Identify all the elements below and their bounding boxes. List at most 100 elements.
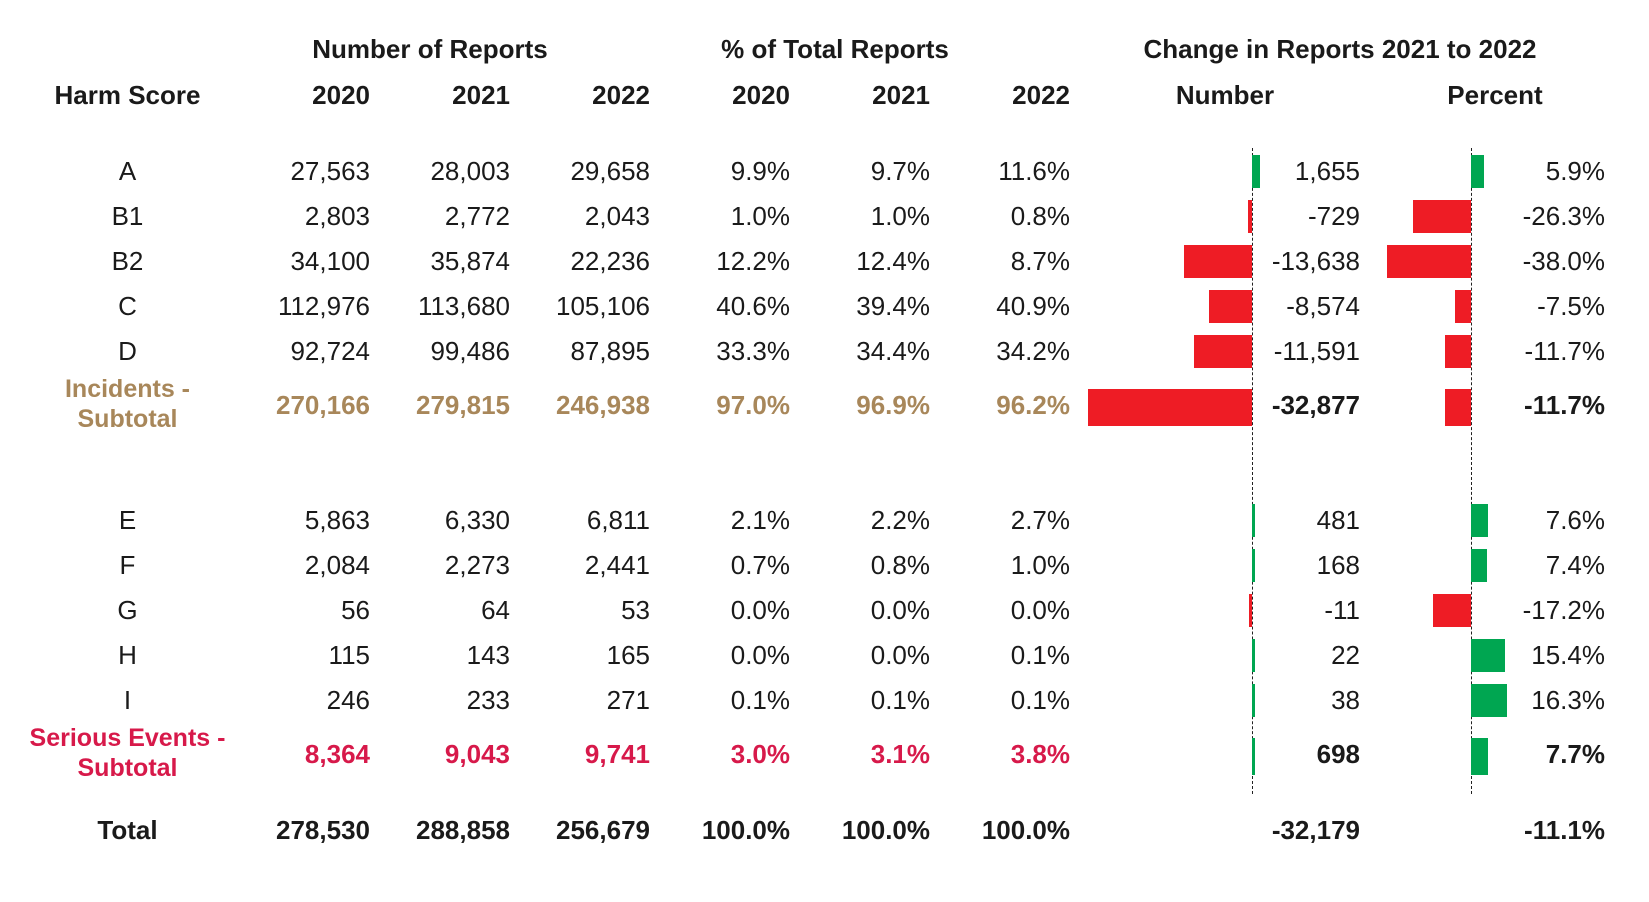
share-2020: 100.0% bbox=[701, 815, 790, 845]
change-percent-bar bbox=[1445, 389, 1471, 426]
header-change-2021-2022: Change in Reports 2021 to 2022 bbox=[1143, 34, 1537, 64]
share-2021: 39.4% bbox=[856, 291, 930, 321]
share-2021: 3.1% bbox=[870, 739, 930, 769]
change-number: 1,655 bbox=[1294, 156, 1360, 186]
share-2021: 0.0% bbox=[870, 640, 930, 670]
row-label: B2 bbox=[111, 246, 144, 276]
change-percent: -11.1% bbox=[1524, 815, 1605, 845]
change-percent: -26.3% bbox=[1522, 201, 1605, 231]
header-number-of-reports: Number of Reports bbox=[312, 34, 548, 64]
change-percent-bar bbox=[1471, 738, 1488, 775]
header-count-2021: 2021 bbox=[452, 80, 510, 110]
change-number-bar bbox=[1249, 594, 1252, 627]
change-number-bar bbox=[1252, 684, 1255, 717]
share-2021: 2.2% bbox=[870, 505, 930, 535]
change-percent-bar bbox=[1471, 504, 1488, 537]
header-count-2020: 2020 bbox=[312, 80, 370, 110]
change-percent-bar bbox=[1387, 245, 1471, 278]
row-label: C bbox=[118, 291, 137, 321]
row-label: E bbox=[118, 505, 137, 535]
share-2021: 9.7% bbox=[870, 156, 930, 186]
share-2020: 9.9% bbox=[730, 156, 790, 186]
change-percent: -17.2% bbox=[1522, 595, 1605, 625]
count-2021: 35,874 bbox=[430, 246, 510, 276]
count-2020: 278,530 bbox=[276, 815, 370, 845]
share-2022: 1.0% bbox=[1010, 550, 1070, 580]
share-2020: 0.7% bbox=[730, 550, 790, 580]
change-percent-zero-axis bbox=[1471, 148, 1472, 794]
change-percent: -11.7% bbox=[1524, 336, 1605, 366]
share-2020: 2.1% bbox=[730, 505, 790, 535]
share-2020: 40.6% bbox=[716, 291, 790, 321]
share-2022: 2.7% bbox=[1010, 505, 1070, 535]
row-label-line-2: Subtotal bbox=[77, 405, 178, 433]
share-2021: 0.8% bbox=[870, 550, 930, 580]
share-2022: 100.0% bbox=[981, 815, 1070, 845]
change-number: 38 bbox=[1331, 685, 1360, 715]
share-2021: 100.0% bbox=[841, 815, 930, 845]
change-percent-bar bbox=[1445, 335, 1471, 368]
share-2020: 33.3% bbox=[716, 336, 790, 366]
row-label: Total bbox=[97, 815, 158, 845]
change-number: -11,591 bbox=[1273, 336, 1360, 366]
count-2021: 64 bbox=[481, 595, 510, 625]
share-2022: 3.8% bbox=[1010, 739, 1070, 769]
share-2022: 34.2% bbox=[996, 336, 1070, 366]
change-percent: 7.7% bbox=[1545, 739, 1605, 769]
change-number: -13,638 bbox=[1271, 246, 1360, 276]
count-2020: 34,100 bbox=[290, 246, 370, 276]
count-2020: 27,563 bbox=[290, 156, 370, 186]
count-2020: 115 bbox=[328, 640, 370, 670]
count-2020: 8,364 bbox=[304, 739, 370, 769]
header-share-2020: 2020 bbox=[732, 80, 790, 110]
share-2022: 11.6% bbox=[998, 156, 1070, 186]
header-count-2022: 2022 bbox=[592, 80, 650, 110]
count-2021: 2,273 bbox=[444, 550, 510, 580]
change-number-bar bbox=[1252, 549, 1255, 582]
count-2021: 2,772 bbox=[444, 201, 510, 231]
count-2022: 6,811 bbox=[586, 505, 650, 535]
change-percent: 7.4% bbox=[1545, 550, 1605, 580]
share-2022: 40.9% bbox=[996, 291, 1070, 321]
count-2022: 87,895 bbox=[570, 336, 650, 366]
change-percent: 15.4% bbox=[1531, 640, 1605, 670]
count-2022: 165 bbox=[606, 640, 650, 670]
count-2022: 29,658 bbox=[570, 156, 650, 186]
row-label-line-1: Serious Events - bbox=[29, 724, 226, 752]
share-2022: 0.8% bbox=[1010, 201, 1070, 231]
count-2021: 279,815 bbox=[416, 390, 510, 420]
header-change-number: Number bbox=[1175, 80, 1275, 110]
change-number-bar bbox=[1252, 738, 1256, 775]
change-percent-bar bbox=[1454, 290, 1471, 323]
count-2020: 2,084 bbox=[304, 550, 370, 580]
change-percent: -38.0% bbox=[1522, 246, 1605, 276]
count-2021: 6,330 bbox=[444, 505, 510, 535]
row-label-line-2: Subtotal bbox=[77, 754, 178, 782]
change-number: -729 bbox=[1307, 201, 1360, 231]
row-label: A bbox=[118, 156, 137, 186]
header-percent-of-total: % of Total Reports bbox=[721, 34, 949, 64]
change-number-bar bbox=[1194, 335, 1252, 368]
count-2021: 233 bbox=[466, 685, 510, 715]
count-2020: 92,724 bbox=[290, 336, 370, 366]
share-2020: 97.0% bbox=[716, 390, 790, 420]
change-number: -11 bbox=[1324, 595, 1360, 625]
share-2021: 0.1% bbox=[870, 685, 930, 715]
row-label: I bbox=[123, 685, 132, 715]
count-2020: 246 bbox=[326, 685, 370, 715]
row-label-line-1: Incidents - bbox=[64, 375, 190, 403]
change-number: 481 bbox=[1316, 505, 1360, 535]
row-label: F bbox=[119, 550, 136, 580]
count-2022: 256,679 bbox=[556, 815, 650, 845]
share-2022: 96.2% bbox=[996, 390, 1070, 420]
share-2020: 1.0% bbox=[730, 201, 790, 231]
share-2022: 8.7% bbox=[1010, 246, 1070, 276]
share-2022: 0.0% bbox=[1010, 595, 1070, 625]
header-share-2022: 2022 bbox=[1012, 80, 1070, 110]
share-2020: 3.0% bbox=[730, 739, 790, 769]
count-2020: 270,166 bbox=[276, 390, 370, 420]
change-number-bar bbox=[1252, 155, 1261, 188]
change-number-bar bbox=[1252, 639, 1255, 672]
share-2021: 96.9% bbox=[856, 390, 930, 420]
change-percent: 5.9% bbox=[1545, 156, 1605, 186]
